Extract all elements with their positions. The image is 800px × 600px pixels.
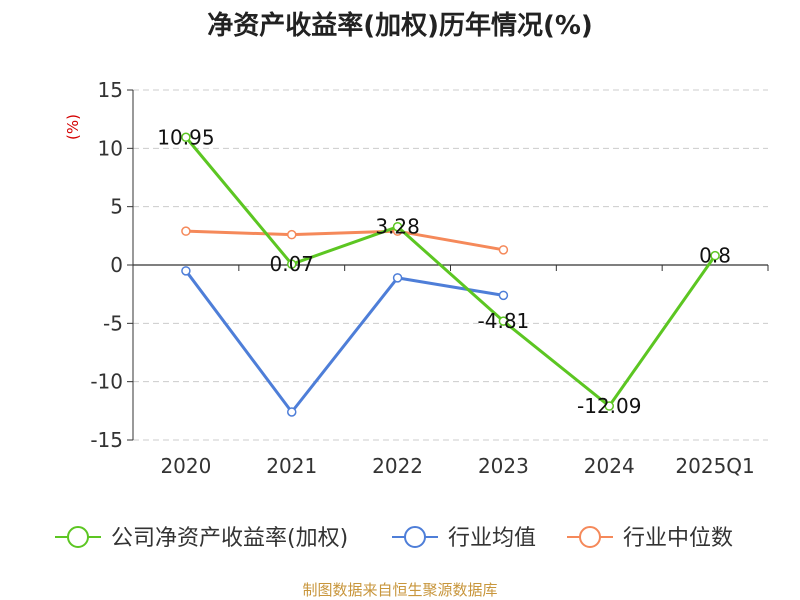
data-point <box>710 250 720 261</box>
data-label: -12.09 <box>577 394 641 418</box>
data-point <box>287 229 297 240</box>
legend-label: 行业均值 <box>448 526 536 551</box>
legend-item[interactable]: 行业中位数 <box>567 526 733 551</box>
legend-marker <box>579 526 601 548</box>
legend-label: 行业中位数 <box>623 526 733 551</box>
series-line <box>184 269 504 414</box>
data-point <box>498 316 509 326</box>
data-point <box>392 273 403 283</box>
data-point <box>498 290 509 301</box>
data-point <box>287 259 297 269</box>
series-lines <box>181 132 720 417</box>
y-tick-label: -5 <box>103 311 123 335</box>
data-labels: 10.95 0.07 3.28 -4.81 -12.09 0.8 <box>157 125 731 418</box>
data-point <box>392 221 403 232</box>
grid-lines <box>133 89 768 441</box>
legend-label: 公司净资产收益率(加权) <box>111 526 348 551</box>
chart-title: 净资产收益率(加权)历年情况(%) <box>207 10 593 41</box>
series-0 <box>181 132 720 411</box>
y-tick-label: 15 <box>98 78 123 102</box>
series-line <box>185 229 504 252</box>
x-tick-label: 2024 <box>584 454 635 478</box>
source-note: 制图数据来自恒生聚源数据库 <box>302 581 497 599</box>
y-tick-label: 5 <box>110 195 123 219</box>
data-point <box>181 132 191 142</box>
data-point <box>498 245 509 255</box>
data-label: -4.81 <box>478 309 530 333</box>
data-point <box>181 266 191 276</box>
data-label: 3.28 <box>375 215 420 239</box>
y-tick-label: 10 <box>98 136 123 160</box>
series-2 <box>181 226 509 255</box>
series-line <box>184 136 717 408</box>
x-tick-label: 2022 <box>372 454 423 478</box>
data-label: 0.07 <box>269 252 314 276</box>
legend-marker <box>67 526 89 548</box>
legend-marker <box>404 526 426 548</box>
axes: 15 10 5 0 -5 -10 -15 2020 2021 2022 2023 2024 2025Q1 <box>90 78 769 478</box>
series-1 <box>181 266 509 417</box>
x-tick-label: 2020 <box>160 454 211 478</box>
data-label: 0.8 <box>699 244 731 268</box>
legend-item[interactable]: 行业均值 <box>392 526 536 551</box>
data-point <box>604 401 614 411</box>
legend-item[interactable]: 公司净资产收益率(加权) <box>55 526 348 551</box>
x-tick-label: 2023 <box>478 454 529 478</box>
y-tick-label: -10 <box>90 370 123 394</box>
y-axis-label: (%) <box>64 114 82 140</box>
legend: 公司净资产收益率(加权) 行业均值 行业中位数 <box>55 526 733 551</box>
y-tick-label: -15 <box>90 428 123 452</box>
x-tick-label: 2025Q1 <box>675 454 754 478</box>
y-tick-label: 0 <box>110 253 123 277</box>
data-label: 10.95 <box>157 125 214 149</box>
data-point <box>181 226 191 236</box>
x-tick-label: 2021 <box>266 454 317 478</box>
data-point <box>287 407 297 417</box>
